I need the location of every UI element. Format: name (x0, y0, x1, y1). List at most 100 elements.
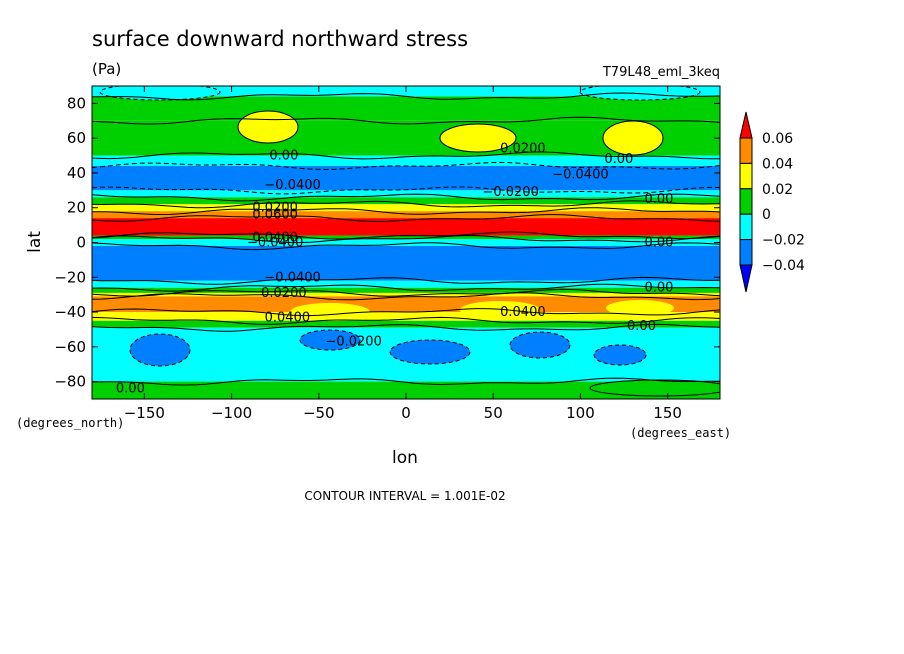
band-12 (92, 245, 720, 281)
y-tick-label: 0 (76, 234, 86, 252)
y-tick-label: −80 (54, 373, 86, 391)
band-20 (92, 381, 720, 399)
x-units-label: (degrees_east) (630, 426, 731, 440)
colorbar-segment (739, 239, 753, 266)
colorbar-label: 0.06 (762, 131, 793, 147)
contour-line (92, 292, 720, 301)
feature-blue-south-3 (299, 329, 361, 351)
contour-label: −0.0400 (552, 168, 608, 183)
feature-yellow-south-atlantic (460, 301, 540, 319)
x-tick-label: 100 (566, 404, 595, 422)
contour-label: −0.0400 (247, 236, 303, 251)
y-tick-label: 20 (67, 199, 86, 217)
y-tick-label: −60 (54, 338, 86, 356)
band-3 (92, 155, 720, 166)
band-16 (92, 296, 720, 313)
contour-label: −0.0200 (325, 335, 381, 350)
y-axis-label: lat (25, 231, 45, 253)
colorbar-arrow-bottom (739, 264, 753, 293)
contour-label: 0.0200 (500, 142, 546, 157)
y-tick-label: 40 (67, 164, 86, 182)
feature-yellow-north-atlantic (439, 123, 517, 153)
contour-label: −0.0400 (264, 178, 320, 193)
x-tick-label: 50 (484, 404, 503, 422)
colorbar: 0.06 0.04 0.02 0 −0.02 −0.04 (739, 111, 805, 293)
feature-yellow-south-indian (606, 300, 674, 316)
x-axis-label: lon (392, 448, 418, 468)
band-7 (92, 204, 720, 212)
contour-line (92, 235, 720, 244)
colorbar-label: 0.04 (762, 156, 793, 172)
colorbar-segment (739, 188, 753, 215)
band-4 (92, 165, 720, 191)
contour-line (92, 207, 720, 216)
y-axis: −80 −60 −40 −20 0 20 40 60 80 (54, 94, 720, 391)
contour-interval-label: CONTOUR INTERVAL = 1.001E-02 (304, 489, 505, 503)
feature-blue-south-2 (509, 331, 571, 359)
contour-line (92, 283, 720, 292)
x-tick-label: 150 (653, 404, 682, 422)
contour-label: −0.0200 (482, 185, 538, 200)
contour-line (92, 200, 720, 209)
y-tick-label: 80 (67, 94, 86, 112)
y-tick-label: −40 (54, 303, 86, 321)
x-tick-label: −50 (303, 404, 335, 422)
feature-blue-south-1 (389, 339, 471, 365)
band-13 (92, 280, 720, 288)
contour-label: 0.0200 (261, 286, 307, 301)
contour-label: 0.0400 (500, 305, 546, 320)
y-units-label: (degrees_north) (16, 416, 124, 430)
contour-line (92, 151, 720, 160)
colorbar-label: 0.02 (762, 182, 793, 198)
contour-line (92, 214, 720, 222)
contour-label: 0.00 (116, 382, 145, 397)
feature-green-south-pole (589, 379, 720, 397)
contour-label: 0.00 (644, 236, 673, 251)
contour-labels: 0.00 0.0200 0.00 −0.0400 −0.0400 −0.0200 0.00 0… (116, 142, 674, 397)
feature-blue-south-4 (593, 344, 647, 366)
contour-label: 0.00 (627, 319, 656, 334)
feature-yellow-south-pacific (290, 303, 370, 321)
contour-line (92, 116, 720, 125)
contour-label: 0.0400 (265, 310, 311, 325)
experiment-label: T79L48_eml_3keq (602, 65, 720, 80)
regional-features (99, 86, 720, 397)
band-10 (92, 235, 720, 240)
contour-line (92, 186, 720, 195)
colorbar-arrow-top (739, 111, 753, 139)
contour-line (92, 231, 720, 240)
contour-line (92, 193, 720, 202)
band-9 (92, 218, 720, 236)
colorbar-segment (739, 162, 753, 190)
contour-line (92, 308, 720, 317)
contour-line (92, 316, 720, 325)
colorbar-segment (739, 213, 753, 241)
contour-line (92, 162, 720, 171)
contour-label: 0.00 (269, 149, 298, 164)
contour-label: 0.0400 (252, 230, 298, 245)
x-tick-label: 0 (401, 404, 411, 422)
x-tick-label: −100 (211, 404, 252, 422)
colorbar-label: −0.02 (762, 233, 805, 249)
y-tick-label: 60 (67, 129, 86, 147)
band-14 (92, 287, 720, 293)
contour-line (92, 242, 720, 251)
band-11 (92, 239, 720, 246)
band-1 (92, 96, 720, 121)
contour-line (92, 323, 720, 332)
feature-yellow-nw (237, 110, 299, 144)
x-axis: −150 −100 −50 0 50 100 150 (124, 86, 682, 422)
colorbar-label: 0 (762, 207, 771, 223)
contour-line (92, 377, 720, 386)
contour-line (92, 92, 720, 101)
shaded-field (92, 86, 720, 399)
band-8 (92, 211, 720, 219)
contour-label: 0.00 (644, 281, 673, 296)
contour-label: 0.0200 (252, 201, 298, 216)
feature-yellow-ne (602, 120, 664, 156)
band-17 (92, 312, 720, 321)
contour-lines (92, 92, 720, 386)
band-15 (92, 292, 720, 297)
contour-line (92, 288, 720, 297)
